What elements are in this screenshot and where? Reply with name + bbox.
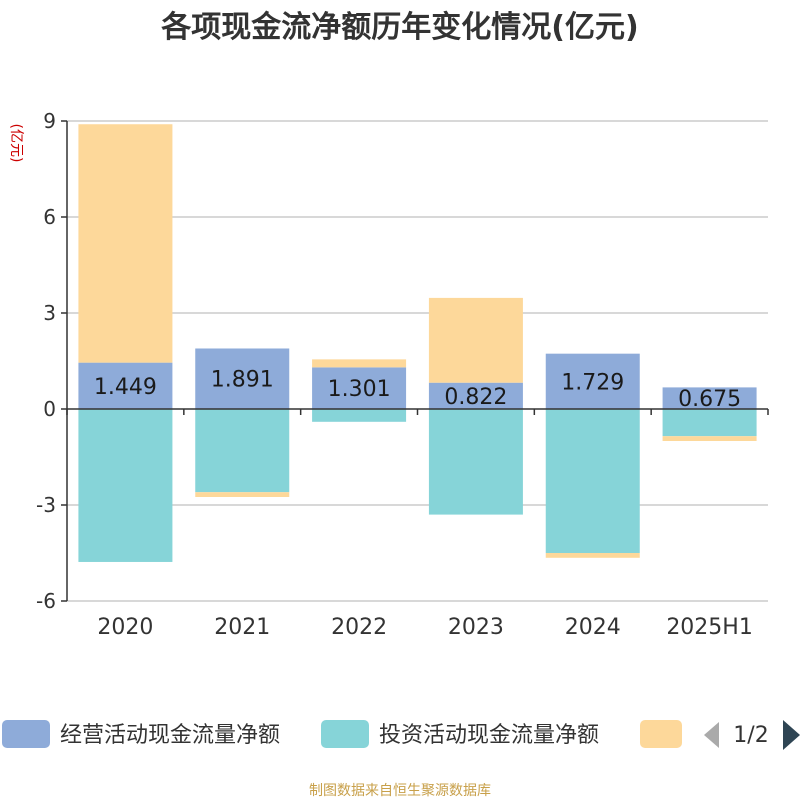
data-label: 0.675 bbox=[678, 387, 741, 412]
legend-swatch-operating[interactable] bbox=[2, 720, 50, 748]
legend-swatch-financing[interactable] bbox=[640, 720, 682, 748]
y-tick-label: -6 bbox=[36, 589, 56, 613]
x-tick-label: 2022 bbox=[331, 615, 387, 640]
triangle-left-icon[interactable] bbox=[704, 722, 719, 748]
bar-operating[interactable] bbox=[428, 382, 523, 409]
legend-label-investing[interactable]: 投资活动现金流量净额 bbox=[379, 723, 599, 748]
data-label: 1.891 bbox=[211, 368, 274, 393]
x-tick-label: 2020 bbox=[97, 615, 153, 640]
bar-financing[interactable] bbox=[195, 492, 290, 497]
legend: 经营活动现金流量净额 投资活动现金流量净额 1/2 bbox=[2, 720, 800, 750]
legend-label-operating[interactable]: 经营活动现金流量净额 bbox=[60, 723, 280, 748]
legend-page-indicator: 1/2 bbox=[733, 723, 768, 748]
bar-financing[interactable] bbox=[78, 124, 173, 363]
x-tick-label: 2021 bbox=[214, 615, 270, 640]
y-tick-label: 0 bbox=[43, 397, 56, 421]
legend-swatch-investing[interactable] bbox=[321, 720, 369, 748]
bar-investing[interactable] bbox=[312, 409, 407, 422]
y-tick-label: -3 bbox=[36, 493, 56, 517]
data-label: 1.729 bbox=[561, 370, 624, 395]
bar-financing[interactable] bbox=[312, 359, 407, 368]
data-label: 0.822 bbox=[444, 385, 507, 410]
y-tick-label: 3 bbox=[43, 301, 56, 325]
data-labels: 1.449 1.891 1.301 0.822 1.729 0.675 bbox=[94, 368, 741, 412]
axes: 9 6 3 0 -3 -6 2020 2021 2022 2023 2024 2025H1 bbox=[36, 109, 769, 640]
chart-title: 各项现金流净额历年变化情况(亿元) bbox=[160, 10, 638, 45]
bar-investing[interactable] bbox=[78, 409, 173, 562]
y-tick-label: 9 bbox=[43, 109, 56, 133]
x-tick-label: 2025H1 bbox=[666, 615, 753, 640]
bar-investing[interactable] bbox=[545, 409, 640, 553]
x-tick-label: 2024 bbox=[565, 615, 621, 640]
bar-financing[interactable] bbox=[545, 553, 640, 558]
bar-operating[interactable] bbox=[545, 353, 640, 409]
bar-operating[interactable] bbox=[78, 362, 173, 409]
data-label: 1.449 bbox=[94, 375, 157, 400]
bar-operating[interactable] bbox=[195, 348, 290, 409]
x-tick-label: 2023 bbox=[448, 615, 504, 640]
bars bbox=[78, 124, 757, 562]
y-axis-unit: (亿元) bbox=[8, 124, 24, 163]
bar-financing[interactable] bbox=[662, 436, 757, 441]
y-tick-label: 6 bbox=[43, 205, 56, 229]
source-note: 制图数据来自恒生聚源数据库 bbox=[309, 783, 491, 799]
grid-lines bbox=[67, 120, 768, 602]
bar-financing[interactable] bbox=[428, 297, 523, 383]
bar-investing[interactable] bbox=[662, 409, 757, 437]
triangle-right-icon[interactable] bbox=[783, 720, 800, 750]
bar-operating[interactable] bbox=[312, 367, 407, 409]
bar-investing[interactable] bbox=[428, 409, 523, 515]
bar-operating[interactable] bbox=[662, 387, 757, 409]
bar-investing[interactable] bbox=[195, 409, 290, 493]
data-label: 1.301 bbox=[328, 377, 391, 402]
